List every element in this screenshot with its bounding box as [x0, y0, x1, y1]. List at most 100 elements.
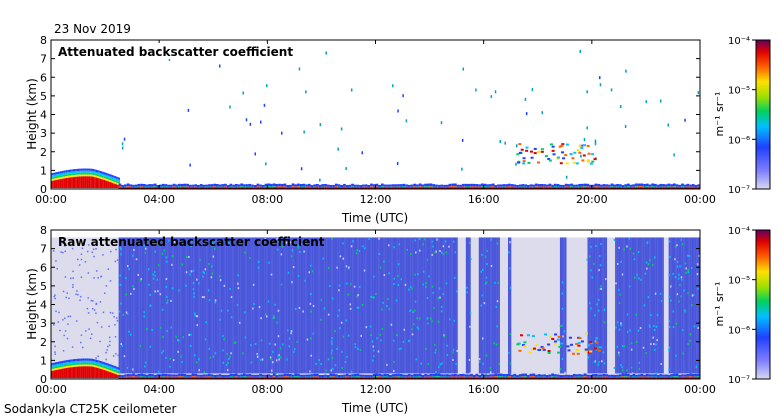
- noise-column: [456, 237, 458, 374]
- surface-layer: [629, 187, 633, 189]
- surface-layer: [632, 377, 636, 379]
- noise-speckle: [350, 370, 353, 373]
- surface-layer: [656, 374, 660, 377]
- surface-layer: [253, 187, 257, 188]
- aerosol-layer: [87, 168, 89, 171]
- cloud-patch: [569, 153, 573, 156]
- surface-layer: [613, 374, 617, 377]
- aerosol-layer: [55, 362, 57, 365]
- noise-column: [173, 237, 176, 374]
- aerosol-layer: [96, 366, 99, 368]
- surface-layer: [175, 184, 179, 187]
- surface-layer: [253, 187, 257, 189]
- surface-layer: [172, 377, 176, 379]
- noise-speckle: [117, 354, 119, 357]
- surface-layer: [256, 376, 260, 378]
- surface-layer: [548, 374, 552, 377]
- noise-column: [147, 237, 150, 374]
- sparse-return: [345, 167, 347, 171]
- surface-layer: [194, 187, 198, 189]
- surface-layer: [405, 184, 409, 187]
- noise-column: [370, 237, 372, 374]
- aerosol-layer: [79, 174, 81, 177]
- noise-speckle: [91, 333, 93, 335]
- surface-layer: [654, 183, 657, 187]
- surface-layer: [637, 376, 641, 378]
- noise-speckle: [95, 312, 97, 314]
- surface-layer: [272, 183, 276, 187]
- noise-speckle: [277, 309, 280, 312]
- surface-layer: [691, 187, 695, 189]
- noise-speckle: [590, 307, 592, 310]
- aerosol-layer: [88, 172, 91, 175]
- surface-layer: [448, 183, 452, 187]
- noise-column: [196, 237, 199, 374]
- aerosol-layer: [110, 180, 112, 183]
- noise-speckle: [357, 306, 360, 309]
- surface-layer: [297, 187, 300, 189]
- surface-layer: [651, 183, 655, 187]
- noise-speckle: [120, 343, 123, 346]
- surface-layer: [505, 377, 509, 379]
- aerosol-layer: [67, 365, 69, 368]
- aerosol-layer: [71, 177, 73, 189]
- cloud-patch: [576, 149, 580, 152]
- surface-layer: [497, 376, 500, 378]
- noise-speckle: [589, 255, 591, 258]
- noise-speckle: [114, 335, 117, 338]
- noise-column: [172, 237, 174, 374]
- noise-speckle: [381, 308, 383, 311]
- surface-layer: [418, 376, 422, 378]
- noise-speckle: [379, 266, 382, 269]
- sparse-return: [265, 162, 267, 166]
- noise-speckle: [323, 307, 326, 310]
- surface-layer: [689, 186, 692, 188]
- surface-layer: [564, 186, 568, 188]
- surface-layer: [207, 377, 211, 379]
- aerosol-layer: [94, 367, 96, 379]
- aerosol-layer: [115, 180, 118, 183]
- noise-speckle: [469, 372, 472, 375]
- aerosol-layer: [67, 359, 69, 363]
- surface-layer: [134, 376, 138, 378]
- surface-layer: [397, 187, 400, 189]
- noise-column: [378, 237, 380, 374]
- surface-layer: [491, 377, 495, 379]
- cloud-patch: [587, 152, 591, 155]
- aerosol-layer: [63, 368, 65, 379]
- surface-layer: [440, 374, 444, 377]
- noise-speckle: [598, 298, 600, 301]
- aerosol-layer: [67, 169, 69, 173]
- surface-layer: [570, 377, 573, 378]
- y-tick-label: 2: [40, 336, 47, 349]
- surface-layer: [651, 186, 655, 188]
- noise-column: [170, 237, 173, 374]
- noise-column: [363, 237, 366, 374]
- cloud-patch: [573, 161, 577, 164]
- aerosol-layer: [59, 365, 61, 368]
- surface-layer: [169, 186, 173, 188]
- noise-speckle: [202, 275, 204, 278]
- aerosol-layer: [68, 365, 70, 368]
- surface-layer: [332, 373, 335, 377]
- surface-layer: [232, 184, 235, 187]
- aerosol-layer: [55, 176, 57, 179]
- noise-speckle: [427, 322, 429, 325]
- aerosol-layer: [114, 178, 116, 181]
- aerosol-layer: [69, 361, 72, 364]
- noise-column: [254, 237, 257, 374]
- cloud-patch: [578, 337, 582, 340]
- surface-layer: [480, 373, 484, 377]
- noise-speckle: [166, 260, 168, 263]
- aerosol-layer: [86, 172, 88, 175]
- noise-column: [204, 237, 207, 374]
- noise-column: [263, 237, 265, 374]
- noise-speckle: [102, 311, 105, 314]
- noise-speckle: [431, 240, 433, 243]
- surface-layer: [648, 376, 652, 378]
- surface-layer: [248, 376, 252, 378]
- surface-layer: [270, 183, 273, 187]
- noise-speckle: [668, 368, 670, 371]
- surface-layer: [389, 186, 392, 188]
- surface-layer: [640, 187, 644, 189]
